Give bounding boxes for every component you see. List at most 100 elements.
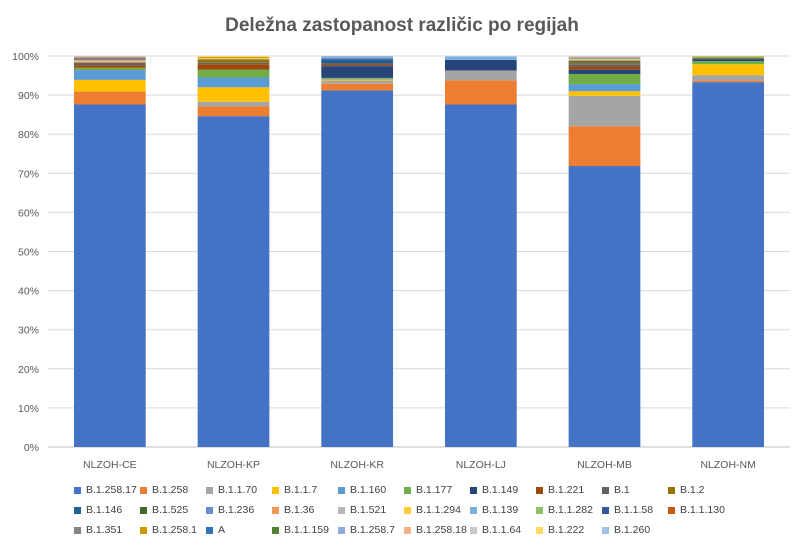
y-tick-label: 10% [18, 403, 39, 415]
x-tick-label: NLZOH-NM [700, 459, 755, 471]
legend-swatch [404, 526, 411, 534]
bar-segment [197, 106, 270, 117]
legend-item: B.1.258.1 [140, 522, 206, 538]
bar-segment [568, 69, 641, 74]
legend-label: B.1.222 [548, 524, 585, 536]
legend-item: B.1.1.64 [470, 522, 536, 538]
legend-item: B.1.521 [338, 502, 404, 518]
legend-label: B.1.258.7 [350, 524, 395, 536]
bar-segment [444, 56, 517, 57]
bar-segment [197, 87, 270, 102]
legend-label: B.1.221 [548, 484, 585, 496]
bar-segment [197, 56, 270, 58]
legend-swatch [470, 486, 477, 494]
bar-segment [692, 56, 765, 57]
bar-segment [568, 62, 641, 64]
legend-swatch [338, 506, 345, 514]
legend-item: B.1.1.294 [404, 502, 470, 518]
legend-item: B.1.258.18 [404, 522, 470, 538]
legend-label: B.1.258.1 [152, 524, 197, 536]
bar-segment [197, 101, 270, 107]
bar-segment [73, 56, 146, 57]
legend-swatch [272, 506, 279, 514]
y-tick-label: 50% [18, 247, 39, 259]
bar-segment [73, 65, 146, 68]
legend-swatch [602, 486, 609, 494]
chart-title: Deležna zastopanost različic po regijah [225, 15, 579, 36]
x-tick-label: NLZOH-LJ [456, 459, 506, 471]
legend-swatch [272, 526, 279, 534]
legend-swatch [404, 486, 411, 494]
bar-segment [197, 58, 270, 60]
legend-label: B.1.351 [86, 524, 123, 536]
bar-segment [692, 57, 765, 59]
legend-swatch [404, 506, 411, 514]
bar-segment [73, 61, 146, 63]
legend-item: B.1.149 [470, 482, 536, 498]
legend-swatch [206, 486, 213, 494]
bar-segment [197, 77, 270, 88]
bar-segment [692, 75, 765, 81]
bar-segment [73, 67, 146, 71]
bars [73, 56, 765, 448]
bar-segment [568, 95, 641, 127]
legend-swatch [338, 486, 345, 494]
bar-segment [321, 66, 394, 78]
bar-segment [197, 62, 270, 65]
bar-segment [568, 91, 641, 96]
bar-segment [692, 80, 765, 83]
legend-item: B.1.1.7 [272, 482, 338, 498]
bar-segment [568, 56, 641, 58]
legend-swatch [140, 506, 147, 514]
legend-swatch [74, 486, 81, 494]
legend-swatch [74, 506, 81, 514]
bar-segment [321, 80, 394, 84]
x-tick-label: NLZOH-MB [577, 459, 632, 471]
y-tick-label: 90% [18, 90, 39, 102]
legend-label: B.1.1.282 [548, 504, 593, 516]
bar-segment [197, 57, 270, 59]
bar-segment [321, 57, 394, 60]
legend-item: B.1 [602, 482, 668, 498]
legend-label: B.1.521 [350, 504, 387, 516]
bar-segment [73, 70, 146, 80]
legend-item: B.1.1.130 [668, 502, 734, 518]
y-tick-label: 100% [12, 51, 39, 63]
legend-swatch [140, 526, 147, 534]
legend-item: B.1.258.7 [338, 522, 404, 538]
bar-segment [568, 63, 641, 65]
bar-segment [568, 57, 641, 59]
bar-segment [73, 57, 146, 59]
x-tick-label: NLZOH-KR [330, 459, 384, 471]
legend-swatch [74, 526, 81, 534]
legend: B.1.258.17 B.1.258 B.1.1.70 B.1.1.7 B.1.160 B… [74, 482, 794, 538]
legend-item: B.1.146 [74, 502, 140, 518]
y-tick-label: 30% [18, 325, 39, 337]
legend-swatch [668, 506, 675, 514]
legend-item: B.1.177 [404, 482, 470, 498]
bar-segment [444, 80, 517, 105]
legend-label: B.1.260 [614, 524, 651, 536]
legend-item: B.1.1.70 [206, 482, 272, 498]
legend-item: B.1.236 [206, 502, 272, 518]
legend-item: B.1.260 [602, 522, 668, 538]
bar-segment [692, 61, 765, 65]
legend-swatch [206, 526, 213, 534]
bar-segment [73, 60, 146, 62]
y-tick-label: 20% [18, 364, 39, 376]
legend-label: B.1.146 [86, 504, 123, 516]
bar-segment [692, 56, 765, 58]
bar-segment [321, 90, 394, 448]
bar-segment [692, 58, 765, 60]
y-tick-label: 80% [18, 129, 39, 141]
bar-segment [197, 64, 270, 70]
bar-segment [568, 166, 641, 447]
bar-segment [197, 56, 270, 57]
legend-label: A [218, 524, 226, 536]
bar-segment [692, 82, 765, 448]
legend-label: B.1.258 [152, 484, 189, 496]
legend-label: B.1.139 [482, 504, 519, 516]
y-tick-label: 40% [18, 286, 39, 298]
